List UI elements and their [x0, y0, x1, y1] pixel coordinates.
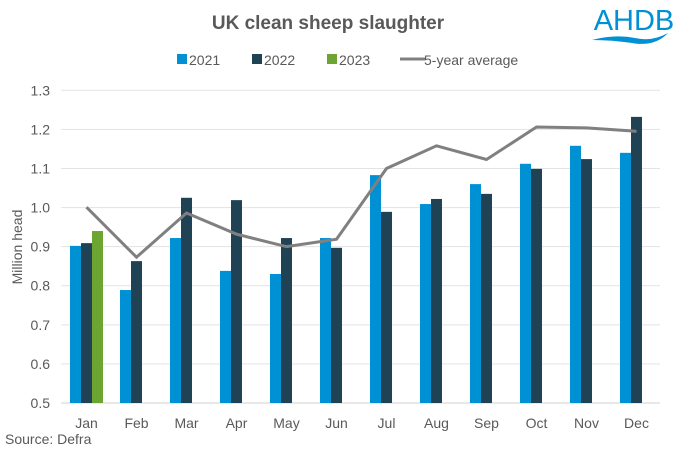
- bar-2021-Dec: [620, 152, 631, 403]
- bar-2022-Dec: [631, 116, 642, 403]
- x-tick-label: Aug: [424, 415, 449, 431]
- y-tick-label: 0.7: [31, 317, 51, 333]
- y-tick-label: 0.8: [31, 278, 51, 294]
- axes: 0.5 0.6 0.7 0.8 0.9 1.0 1.1 1.2 1.3 Jan Feb Mar Apr M…: [31, 82, 649, 431]
- y-tick-label: 1.2: [31, 121, 51, 137]
- bar-2022-Mar: [181, 197, 192, 403]
- gridlines: [61, 89, 660, 404]
- x-tick-label: Feb: [124, 415, 148, 431]
- y-tick-label: 0.6: [31, 356, 51, 372]
- x-tick-label: Jun: [325, 415, 348, 431]
- logo-text: AHDB: [594, 5, 675, 37]
- legend-label: 5-year average: [424, 52, 518, 68]
- bar-2021-Sep: [470, 184, 481, 403]
- bar-2022-Sep: [481, 193, 492, 403]
- bar-2021-Mar: [170, 238, 181, 403]
- y-axis-label: Million head: [9, 210, 25, 285]
- bar-2022-Feb: [131, 261, 142, 403]
- x-tick-label: May: [273, 415, 299, 431]
- average-line: [85, 125, 637, 260]
- x-tick-label: Jul: [378, 415, 396, 431]
- bar-2022-Jun: [331, 247, 342, 403]
- y-tick-label: 0.5: [31, 395, 51, 411]
- ahdb-logo: AHDB: [592, 5, 674, 44]
- bar-2021-Jan: [70, 245, 81, 403]
- legend-marker-2021: [177, 54, 187, 64]
- bar-2021-Apr: [220, 270, 231, 403]
- bar-2021-Jun: [320, 238, 331, 403]
- bar-2021-May: [270, 274, 281, 403]
- legend-label: 2021: [189, 52, 220, 68]
- bar-2023-Jan: [92, 231, 103, 403]
- legend-marker-2023: [327, 54, 337, 64]
- legend-label: 2023: [339, 52, 370, 68]
- logo-wave: [592, 33, 668, 44]
- series-line-5-year-average: [85, 125, 637, 260]
- y-tick-label: 1.3: [31, 82, 51, 98]
- y-tick-label: 1.1: [31, 160, 51, 176]
- bar-2021-Aug: [420, 204, 431, 403]
- x-tick-label: Jan: [75, 415, 98, 431]
- x-tick-label: Nov: [574, 415, 599, 431]
- legend-marker-2022: [252, 54, 262, 64]
- bar-2022-Apr: [231, 200, 242, 403]
- bar-2022-Nov: [581, 159, 592, 403]
- y-tick-label: 1.0: [31, 200, 51, 216]
- legend-label: 2022: [264, 52, 295, 68]
- bar-2021-Nov: [570, 145, 581, 403]
- legend: 2021 2022 2023 5-year average: [177, 52, 518, 68]
- x-tick-label: Oct: [526, 415, 548, 431]
- bar-2021-Jul: [370, 175, 381, 403]
- chart-title: UK clean sheep slaughter: [212, 13, 445, 34]
- bar-2021-Feb: [120, 290, 131, 403]
- bar-2021-Oct: [520, 163, 531, 403]
- bar-2022-Jan: [81, 243, 92, 403]
- bar-2022-Aug: [431, 198, 442, 403]
- bar-2022-Oct: [531, 168, 542, 403]
- bar-2022-May: [281, 238, 292, 403]
- bar-2022-Jul: [381, 211, 392, 403]
- x-tick-label: Apr: [226, 415, 248, 431]
- y-tick-label: 0.9: [31, 239, 51, 255]
- x-tick-label: Mar: [174, 415, 198, 431]
- source-note: Source: Defra: [5, 431, 92, 447]
- bars: [70, 116, 642, 403]
- x-tick-label: Sep: [474, 415, 499, 431]
- x-tick-label: Dec: [624, 415, 649, 431]
